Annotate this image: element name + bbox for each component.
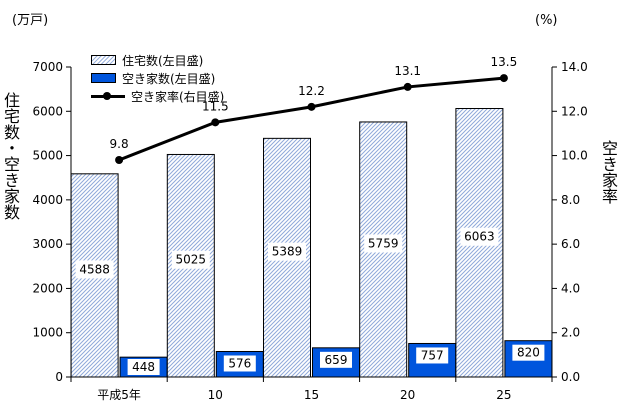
legend-swatch-hatched [91, 55, 116, 65]
rate-point [211, 118, 220, 127]
vacant-value-bg [320, 351, 352, 368]
vacant-value-bg [416, 347, 449, 364]
y-tick-label: 3000 [32, 237, 63, 251]
vacant-value-label: 576 [228, 356, 251, 370]
right-unit-label: (%) [535, 13, 558, 28]
vacant-value-label: 820 [517, 346, 540, 360]
legend-swatch-line [91, 91, 125, 101]
rate-point [499, 74, 508, 83]
legend-item-housing: 住宅数(左目盛) [91, 51, 203, 69]
rate-point [115, 156, 124, 164]
housing-value-label: 6063 [464, 230, 495, 244]
left-unit-label: (万戸) [12, 13, 48, 28]
vacant-value-bg [127, 359, 160, 375]
y2-tick-label: 14.0 [561, 60, 588, 74]
legend-label: 空き家数(左目盛) [122, 71, 216, 86]
y-tick-label: 4000 [32, 193, 63, 207]
y-tick-label: 5000 [32, 149, 63, 163]
x-tick-label: 20 [400, 388, 415, 402]
x-tick-label: 15 [304, 388, 319, 402]
x-tick-label: 25 [496, 388, 511, 402]
y2-axis-title: 空き家率 [599, 140, 618, 204]
housing-value-bg [268, 242, 306, 261]
x-tick-label: 10 [208, 388, 223, 402]
rate-point [403, 82, 412, 91]
housing-value-label: 5389 [272, 245, 303, 259]
housing-value-label: 4588 [79, 262, 110, 276]
housing-value-bg [75, 260, 114, 279]
rate-value-label: 13.1 [394, 64, 421, 78]
y-tick-label: 0 [55, 370, 63, 384]
legend-item-vacant: 空き家数(左目盛) [91, 69, 215, 87]
vacant-value-bg [512, 344, 545, 361]
vacant-value-label: 448 [132, 360, 155, 374]
y-tick-label: 2000 [32, 281, 63, 295]
y2-tick-label: 0.0 [561, 370, 580, 384]
rate-value-label: 12.2 [298, 84, 325, 98]
rate-value-label: 11.5 [202, 99, 229, 113]
y2-tick-label: 12.0 [561, 104, 588, 118]
legend-swatch-blue [91, 73, 116, 83]
legend-label: 空き家率(右目盛) [131, 89, 225, 104]
vacant-value-label: 659 [325, 353, 348, 367]
legend: 住宅数(左目盛) 空き家数(左目盛) 空き家率(右目盛) [89, 50, 265, 106]
y2-tick-label: 2.0 [561, 326, 580, 340]
housing-value-label: 5025 [176, 253, 207, 267]
y-tick-label: 7000 [32, 60, 63, 74]
rate-point [307, 102, 316, 111]
legend-item-rate: 空き家率(右目盛) [91, 87, 224, 105]
legend-label: 住宅数(左目盛) [122, 53, 204, 68]
y2-tick-label: 10.0 [561, 149, 588, 163]
data-labels: 4588 448 5025 576 5389 659 5759 757 6063 820 9.8 11… [75, 55, 545, 375]
y2-tick-label: 8.0 [561, 193, 580, 207]
rate-line [115, 74, 508, 164]
housing-value-bg [171, 250, 210, 269]
rate-value-label: 9.8 [110, 137, 129, 151]
axes: 0 1000 2000 3000 4000 5000 6000 7000 0.0 2.0 4.0 6.… [32, 60, 587, 402]
vacant-value-label: 757 [421, 348, 444, 362]
y2-tick-label: 4.0 [561, 281, 580, 295]
y-tick-label: 1000 [32, 326, 63, 340]
y2-tick-label: 6.0 [561, 237, 580, 251]
housing-value-label: 5759 [368, 236, 399, 250]
x-tick-label: 平成5年 [97, 388, 141, 402]
rate-value-label: 13.5 [491, 55, 518, 69]
housing-value-bg [460, 227, 499, 246]
housing-value-bg [364, 234, 403, 253]
vacant-value-bg [223, 355, 256, 372]
y-axis-title: 住宅数・空き家数 [1, 92, 20, 220]
y-tick-label: 6000 [32, 104, 63, 118]
